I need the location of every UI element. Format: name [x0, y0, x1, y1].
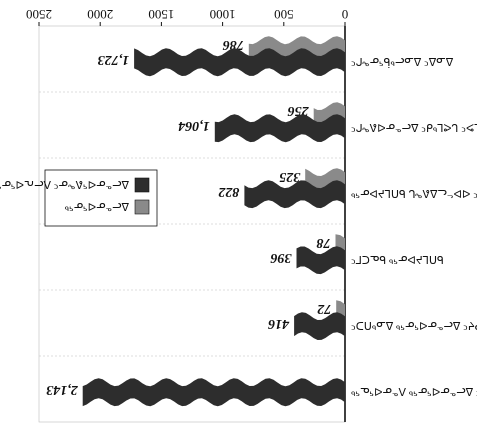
category-label: ᐃᓄᐃᑦ ᐊᐅᓪᓚᐃᕕᖓ ᑲᑎᒪᔨᐅᓂᖅ: [351, 187, 477, 199]
data-label-primary: 2,143: [46, 382, 79, 397]
legend-swatch: [134, 177, 150, 193]
x-tick-label: 500: [274, 7, 294, 22]
x-tick-label: 0: [342, 7, 349, 22]
data-label-secondary: 72: [317, 301, 331, 316]
category-label: ᑲᑎᒪᔨᐅᓂᖅ ᑲᓇᑕᒥᑦ: [351, 253, 444, 265]
data-label-primary: 822: [218, 184, 239, 199]
legend-label: ᐃᓕᓐᓂᐊᕐᓂᖅ: [65, 200, 129, 212]
bar-primary: [296, 246, 345, 275]
data-label-secondary: 78: [316, 235, 330, 250]
data-label-primary: 416: [268, 316, 290, 331]
bar-primary: [82, 378, 345, 407]
category-label: ᐃᓄᐃᑦ ᐃᓄᓕᒃᑳᕐᓂᖏᑦ: [351, 55, 453, 68]
chart-rotated-group: 0 500 1000 1500 2000 2500 2,143 ᐱᕐᕿᔪᑦ ᐃᓕᓐᓂᐊᕐᓂᖅ …: [0, 7, 477, 423]
bar-primary: [294, 312, 345, 340]
bar-primary: [134, 48, 345, 77]
bar-secondary: [313, 102, 345, 124]
data-label-primary: 396: [271, 250, 293, 265]
legend-label: ᐃᓕᓐᓂᐊᕐᕕᖕᓂᑦ ᐱᓕᕆᐊᕐᓂᖅ: [0, 178, 129, 190]
category-label: ᐱᕐᕿᔪᑦ ᐃᓕᓐᓂᐊᕐᓂᖅ ᐱᓐᓂᐊᕐᓇᖅ: [351, 385, 477, 397]
data-label-secondary: 256: [288, 103, 310, 118]
x-tick-label: 2000: [87, 7, 113, 22]
bar-primary: [244, 180, 345, 209]
x-tick-label: 1500: [148, 7, 174, 22]
bar-primary: [214, 114, 345, 143]
legend-swatch: [134, 199, 150, 215]
data-label-secondary: 786: [223, 37, 244, 52]
bar-secondary: [248, 36, 345, 59]
x-tick-label: 1000: [210, 7, 236, 22]
data-label-secondary: 325: [279, 169, 301, 184]
category-label: ᓄᓇᕗᑦ ᒐᕙᒪᒃᑯᑦ ᐃᓕᓐᓂᐊᕕᖏᑦ: [351, 121, 477, 133]
bar-secondary: [305, 168, 345, 190]
data-label-primary: 1,723: [98, 52, 130, 67]
category-label: ᐱᕐᕿᔪᑦ ᐃᓕᓐᓂᐊᕐᓂᖅ ᐃᓄᒃᑎᑐᑦ: [351, 319, 477, 331]
x-tick-label: 2500: [26, 7, 52, 22]
data-label-primary: 1,064: [178, 118, 210, 133]
